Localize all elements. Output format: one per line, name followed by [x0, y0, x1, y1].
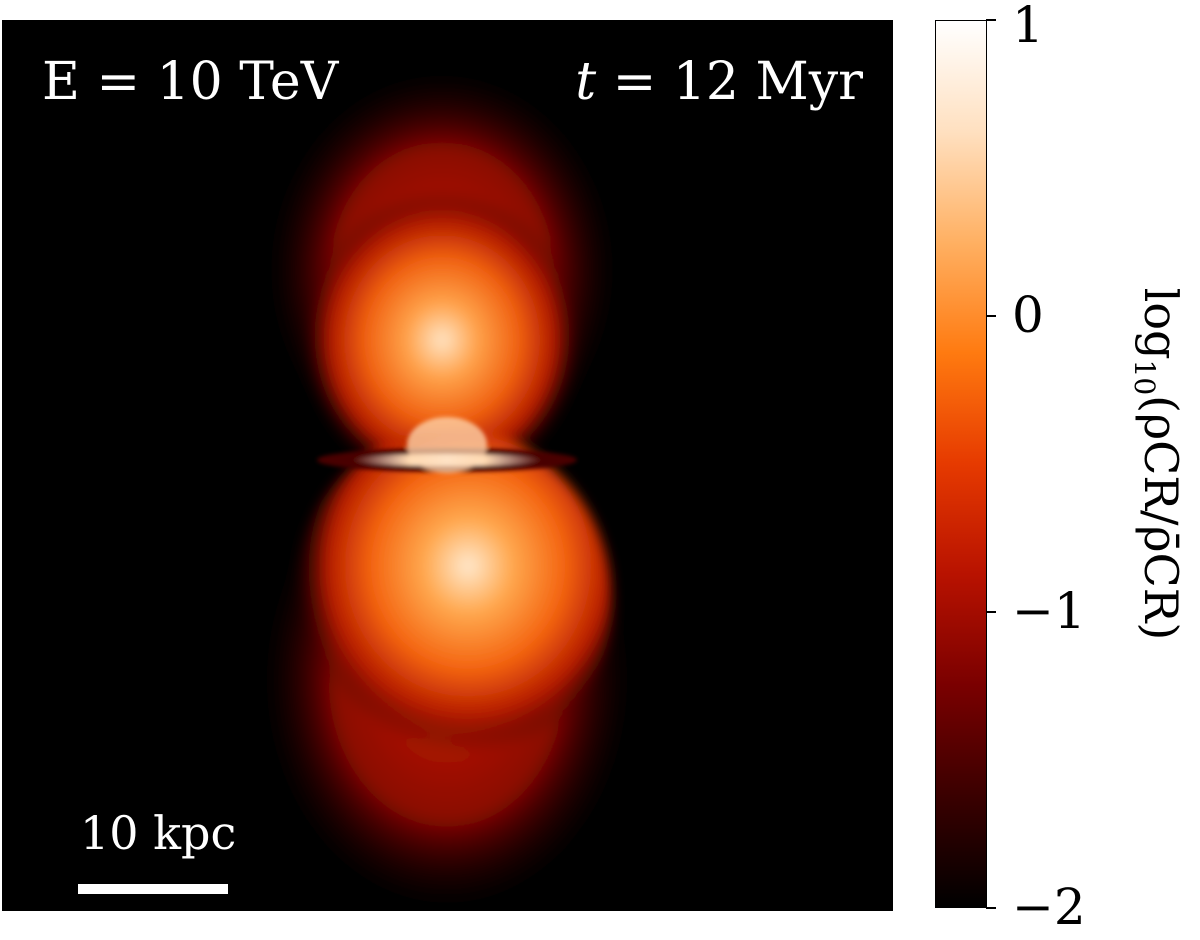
colorbar-tick-label: 0	[1012, 286, 1044, 344]
time-label: t = 12 Myr	[575, 56, 863, 108]
galactic-disk	[317, 417, 577, 473]
colorbar-tick	[986, 907, 996, 909]
colorbar	[935, 20, 987, 908]
upper-lobe	[302, 190, 582, 490]
cosmic-ray-density-map	[262, 70, 632, 910]
colorbar-tick-label: −2	[1012, 878, 1086, 936]
colorbar-tick	[986, 315, 996, 317]
time-variable: t	[575, 52, 597, 112]
colorbar-tick-label: −1	[1012, 582, 1086, 640]
time-value: = 12 Myr	[596, 52, 863, 112]
colorbar-gradient	[936, 21, 986, 907]
lobe-glow	[262, 70, 632, 910]
scale-bar-label: 10 kpc	[80, 806, 237, 860]
scale-bar	[78, 884, 228, 894]
colorbar-title: log10(ρCR/ρ̄CR)	[1127, 287, 1189, 641]
colorbar-tick-label: 1	[1012, 0, 1044, 54]
map-panel: E = 10 TeV t = 12 Myr 10 kpc	[2, 20, 893, 911]
colorbar-tick	[986, 19, 996, 21]
energy-label: E = 10 TeV	[42, 52, 339, 112]
colorbar-tick	[986, 611, 996, 613]
lower-lobe	[292, 430, 612, 770]
